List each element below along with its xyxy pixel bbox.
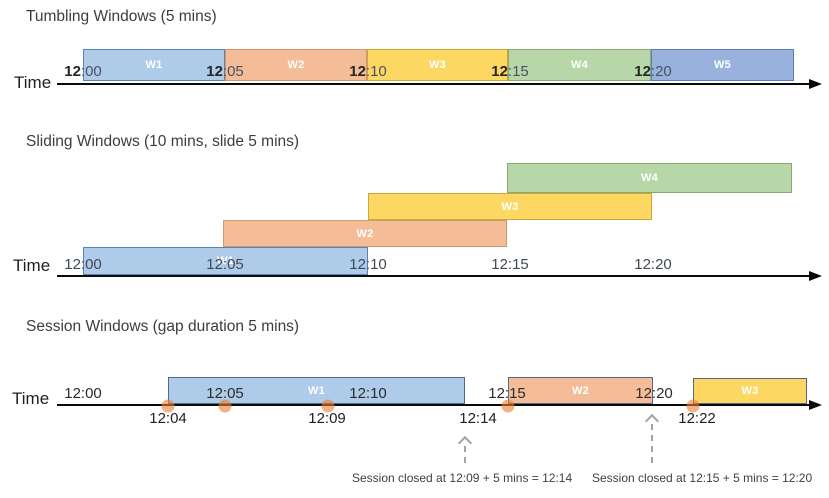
tumbling-window-w2: W2 <box>225 49 367 81</box>
session-close-annotation-2: Session closed at 12:15 + 5 mins = 12:20 <box>592 471 813 485</box>
tumbling-time-axis-label: Time <box>14 73 52 92</box>
sliding-window-w1: W1 <box>83 247 368 275</box>
tumbling-axis-tick-1200: 12:00 <box>64 63 102 81</box>
window-label-w1: W1 <box>216 255 235 267</box>
tumbling-section-title: Tumbling Windows (5 mins) <box>26 8 217 25</box>
sliding-window-w4: W4 <box>507 163 792 193</box>
window-label-w1: W1 <box>145 59 163 71</box>
tick-hour: 12 <box>634 63 651 80</box>
event-dot-1222 <box>686 399 700 413</box>
event-time-label-1209: 12:09 <box>308 410 346 427</box>
sliding-axis-tick-1205: 12:05 <box>206 256 244 273</box>
annotation-arrow-line <box>651 424 653 463</box>
window-label-w3: W3 <box>741 385 759 397</box>
window-label-w2: W2 <box>571 384 590 397</box>
sliding-axis-arrowhead-icon <box>809 271 822 281</box>
window-label-w1: W1 <box>307 384 326 397</box>
tick-hour: 12 <box>491 63 508 80</box>
tumbling-time-axis <box>57 83 812 85</box>
sliding-time-axis-label: Time <box>13 256 51 275</box>
session-axis-arrowhead-icon <box>809 400 822 410</box>
tick-hour: 12 <box>349 63 366 80</box>
tumbling-axis-tick-1215: 12:15 <box>491 63 529 81</box>
tick-minute: :05 <box>222 63 244 80</box>
window-label-w3: W3 <box>501 200 519 213</box>
tumbling-axis-tick-1220: 12:20 <box>634 63 672 81</box>
annotation-arrow-line <box>464 446 466 463</box>
window-label-w2: W2 <box>356 227 374 240</box>
tick-minute: :20 <box>650 63 672 80</box>
session-time-axis <box>57 404 812 406</box>
tumbling-axis-tick-1205: 12:05 <box>206 63 244 81</box>
tick-hour: 12 <box>206 63 223 80</box>
sliding-window-w3: W3 <box>368 193 652 220</box>
session-section-title: Session Windows (gap duration 5 mins) <box>26 318 300 335</box>
session-axis-tick-1215: 12:15 <box>488 385 526 402</box>
event-dot-1215 <box>501 399 515 413</box>
session-time-axis-label: Time <box>12 389 50 408</box>
tick-minute: :15 <box>507 63 529 80</box>
event-time-label-1204: 12:04 <box>149 410 187 427</box>
sliding-section-title: Sliding Windows (10 mins, slide 5 mins) <box>26 133 300 150</box>
session-axis-tick-1200: 12:00 <box>64 385 102 402</box>
tumbling-axis-tick-1210: 12:10 <box>349 63 387 81</box>
session-axis-tick-1210: 12:10 <box>349 385 387 402</box>
session-axis-tick-1205: 12:05 <box>206 385 244 402</box>
event-dot-1205 <box>218 399 232 413</box>
event-dot-1204 <box>161 399 175 413</box>
event-dot-1209 <box>321 399 335 413</box>
sliding-axis-tick-1220: 12:20 <box>634 256 672 273</box>
tick-minute: :00 <box>80 63 102 80</box>
tumbling-window-w4: W4 <box>508 49 651 81</box>
tick-hour: 12 <box>64 63 81 80</box>
sliding-axis-tick-1200: 12:00 <box>64 256 102 273</box>
sliding-window-w2: W2 <box>223 220 507 247</box>
tick-minute: :10 <box>365 63 387 80</box>
session-window-w2: W2 <box>508 377 653 404</box>
session-axis-tick-1220: 12:20 <box>635 385 673 402</box>
window-label-w3: W3 <box>428 59 447 71</box>
sliding-axis-tick-1210: 12:10 <box>349 256 387 273</box>
window-label-w5: W5 <box>713 59 732 71</box>
session-window-w3: W3 <box>693 378 807 404</box>
sliding-time-axis <box>57 275 812 277</box>
tumbling-window-w5: W5 <box>651 49 794 81</box>
close-time-label-1214: 12:14 <box>459 410 497 427</box>
window-label-w2: W2 <box>287 59 305 71</box>
event-time-label-1222: 12:22 <box>678 410 716 427</box>
tumbling-window-w3: W3 <box>367 49 508 81</box>
session-close-annotation-1: Session closed at 12:09 + 5 mins = 12:14 <box>352 471 573 485</box>
tumbling-axis-arrowhead-icon <box>809 79 822 89</box>
window-label-w4: W4 <box>640 172 659 184</box>
sliding-axis-tick-1215: 12:15 <box>491 256 529 273</box>
tumbling-window-w1: W1 <box>83 49 225 81</box>
window-label-w4: W4 <box>570 59 589 71</box>
session-window-w1: W1 <box>168 377 465 404</box>
